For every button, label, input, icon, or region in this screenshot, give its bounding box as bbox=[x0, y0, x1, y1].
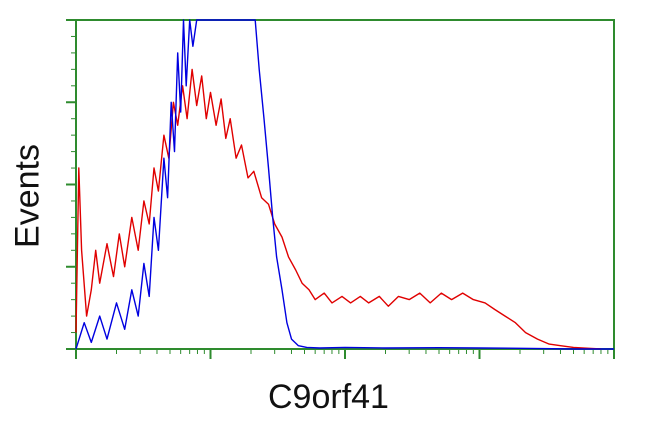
series-layer bbox=[75, 19, 614, 350]
series-line-1 bbox=[75, 68, 602, 350]
series-line-2 bbox=[75, 19, 614, 350]
x-axis-label: C9orf41 bbox=[268, 378, 389, 416]
axis-ticks bbox=[66, 19, 615, 359]
y-axis-label: Events bbox=[8, 144, 47, 248]
